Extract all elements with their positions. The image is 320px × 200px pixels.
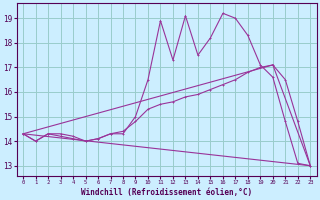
X-axis label: Windchill (Refroidissement éolien,°C): Windchill (Refroidissement éolien,°C) xyxy=(81,188,252,197)
